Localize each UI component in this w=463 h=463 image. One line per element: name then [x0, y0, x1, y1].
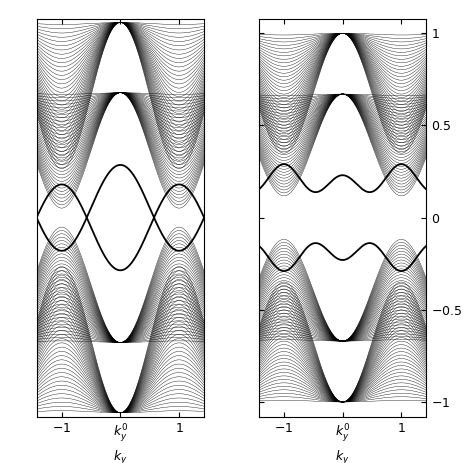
X-axis label: $k_y$: $k_y$ — [335, 449, 350, 463]
X-axis label: $k_y$: $k_y$ — [113, 449, 128, 463]
